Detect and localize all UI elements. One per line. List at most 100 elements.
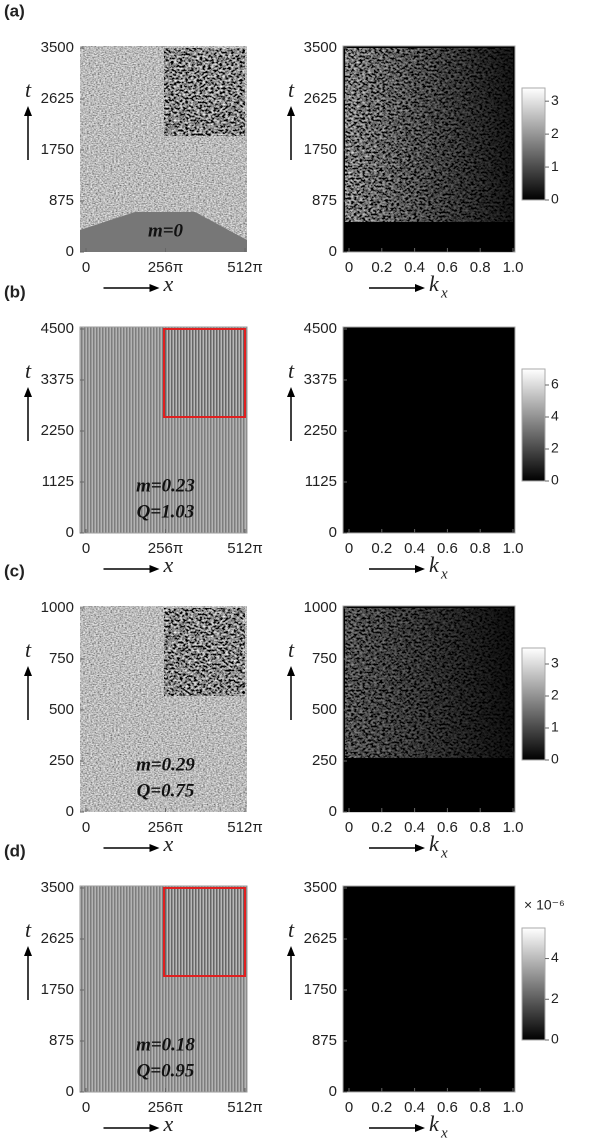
y-tick-label: 4500 bbox=[41, 320, 74, 337]
annotation: m=0 bbox=[148, 220, 184, 241]
annotation: m=0.23 bbox=[136, 475, 195, 496]
colorbar-tick-label: 6 bbox=[551, 376, 559, 392]
x-axis-label: x bbox=[163, 831, 174, 856]
colorbar-label: × 10⁻⁶ bbox=[524, 897, 565, 913]
heatmap-region bbox=[80, 212, 247, 252]
x-tick-label: 0.2 bbox=[371, 819, 392, 836]
y-tick-label: 4500 bbox=[304, 320, 337, 337]
x-tick-label: 0.6 bbox=[437, 1099, 458, 1116]
x-tick-label: 0.8 bbox=[470, 1099, 491, 1116]
annotation: Q=0.95 bbox=[137, 1060, 195, 1081]
y-tick-label: 1125 bbox=[305, 473, 337, 490]
y-arrowhead bbox=[287, 666, 295, 676]
y-tick-label: 3375 bbox=[41, 371, 74, 388]
x-axis-label-subscript: x bbox=[440, 1125, 448, 1139]
annotation: Q=0.75 bbox=[137, 780, 195, 801]
x-arrowhead bbox=[149, 284, 160, 292]
x-axis-label: x bbox=[163, 552, 174, 577]
y-tick-label: 3500 bbox=[304, 879, 337, 896]
x-arrowhead bbox=[415, 565, 425, 573]
colorbar bbox=[521, 368, 546, 482]
x-tick-label: 1.0 bbox=[503, 540, 524, 557]
x-axis-label: k bbox=[429, 552, 440, 577]
y-tick-label: 875 bbox=[312, 1032, 337, 1049]
x-tick-label: 0.4 bbox=[404, 1099, 425, 1116]
x-axis-label-subscript: x bbox=[440, 566, 448, 582]
x-axis-label: k bbox=[429, 831, 440, 856]
x-arrowhead bbox=[415, 1124, 425, 1132]
y-tick-label: 2625 bbox=[41, 930, 74, 947]
annotation: Q=1.03 bbox=[137, 501, 195, 522]
y-tick-label: 500 bbox=[49, 701, 74, 718]
colorbar-tick-label: 2 bbox=[551, 440, 559, 456]
inset bbox=[163, 47, 246, 137]
y-tick-label: 875 bbox=[312, 192, 337, 209]
colorbar-tick-label: 4 bbox=[551, 949, 559, 965]
x-tick-label: 0.4 bbox=[404, 819, 425, 836]
panel-label: (d) bbox=[4, 841, 26, 860]
x-arrowhead bbox=[149, 565, 160, 573]
y-tick-label: 0 bbox=[66, 803, 74, 820]
colorbar-tick-label: 2 bbox=[551, 990, 559, 1006]
y-axis-label: t bbox=[288, 637, 295, 662]
colorbar-tick-label: 1 bbox=[551, 158, 559, 174]
heatmap-image bbox=[342, 326, 516, 534]
y-arrowhead bbox=[24, 946, 32, 956]
x-tick-label: 0.2 bbox=[371, 540, 392, 557]
x-tick-label: 0 bbox=[82, 540, 90, 557]
x-axis-label: k bbox=[429, 271, 440, 296]
y-axis-label: t bbox=[25, 358, 32, 383]
x-tick-label: 0 bbox=[82, 1099, 90, 1116]
y-tick-label: 2250 bbox=[304, 422, 337, 439]
y-tick-label: 875 bbox=[49, 192, 74, 209]
x-tick-label: 0.4 bbox=[404, 540, 425, 557]
x-tick-label: 0.6 bbox=[437, 540, 458, 557]
x-arrowhead bbox=[415, 844, 425, 852]
y-tick-label: 3500 bbox=[304, 39, 337, 56]
colorbar-tick-label: 0 bbox=[551, 472, 559, 488]
x-tick-label: 256π bbox=[148, 1099, 183, 1116]
x-tick-label: 0.8 bbox=[470, 259, 491, 276]
y-arrowhead bbox=[24, 106, 32, 116]
y-tick-label: 1000 bbox=[304, 599, 337, 616]
x-axis-label: x bbox=[163, 1111, 174, 1136]
colorbar-tick-label: 0 bbox=[551, 751, 559, 767]
x-tick-label: 0.2 bbox=[371, 1099, 392, 1116]
heatmap-fade bbox=[345, 48, 513, 252]
x-axis-label: x bbox=[163, 271, 174, 296]
x-tick-label: 512π bbox=[227, 819, 262, 836]
y-arrowhead bbox=[287, 106, 295, 116]
y-tick-label: 3375 bbox=[304, 371, 337, 388]
heatmap-dark bbox=[345, 758, 513, 812]
x-tick-label: 256π bbox=[148, 540, 183, 557]
x-tick-label: 256π bbox=[148, 819, 183, 836]
y-tick-label: 0 bbox=[329, 243, 337, 260]
colorbar-tick-label: 3 bbox=[551, 92, 559, 108]
y-arrowhead bbox=[287, 387, 295, 397]
x-tick-label: 0.4 bbox=[404, 259, 425, 276]
y-tick-label: 0 bbox=[66, 1083, 74, 1100]
y-tick-label: 1750 bbox=[41, 141, 74, 158]
y-tick-label: 250 bbox=[312, 752, 337, 769]
x-tick-label: 1.0 bbox=[503, 819, 524, 836]
y-tick-label: 750 bbox=[49, 650, 74, 667]
y-axis-label: t bbox=[25, 917, 32, 942]
colorbar-tick-label: 0 bbox=[551, 191, 559, 207]
x-tick-label: 0.8 bbox=[470, 540, 491, 557]
colorbar-tick-label: 4 bbox=[551, 408, 559, 424]
panel-label: (b) bbox=[4, 282, 26, 301]
x-tick-label: 0.6 bbox=[437, 259, 458, 276]
inset bbox=[163, 328, 246, 418]
x-tick-label: 0.8 bbox=[470, 819, 491, 836]
x-arrowhead bbox=[415, 284, 425, 292]
y-tick-label: 1750 bbox=[304, 981, 337, 998]
y-axis-label: t bbox=[288, 77, 295, 102]
y-tick-label: 1125 bbox=[42, 473, 74, 490]
y-tick-label: 3500 bbox=[41, 879, 74, 896]
colorbar-tick-label: 2 bbox=[551, 125, 559, 141]
y-tick-label: 1750 bbox=[304, 141, 337, 158]
x-tick-label: 0 bbox=[82, 259, 90, 276]
y-tick-label: 0 bbox=[329, 803, 337, 820]
y-axis-label: t bbox=[25, 637, 32, 662]
y-tick-label: 2625 bbox=[304, 90, 337, 107]
